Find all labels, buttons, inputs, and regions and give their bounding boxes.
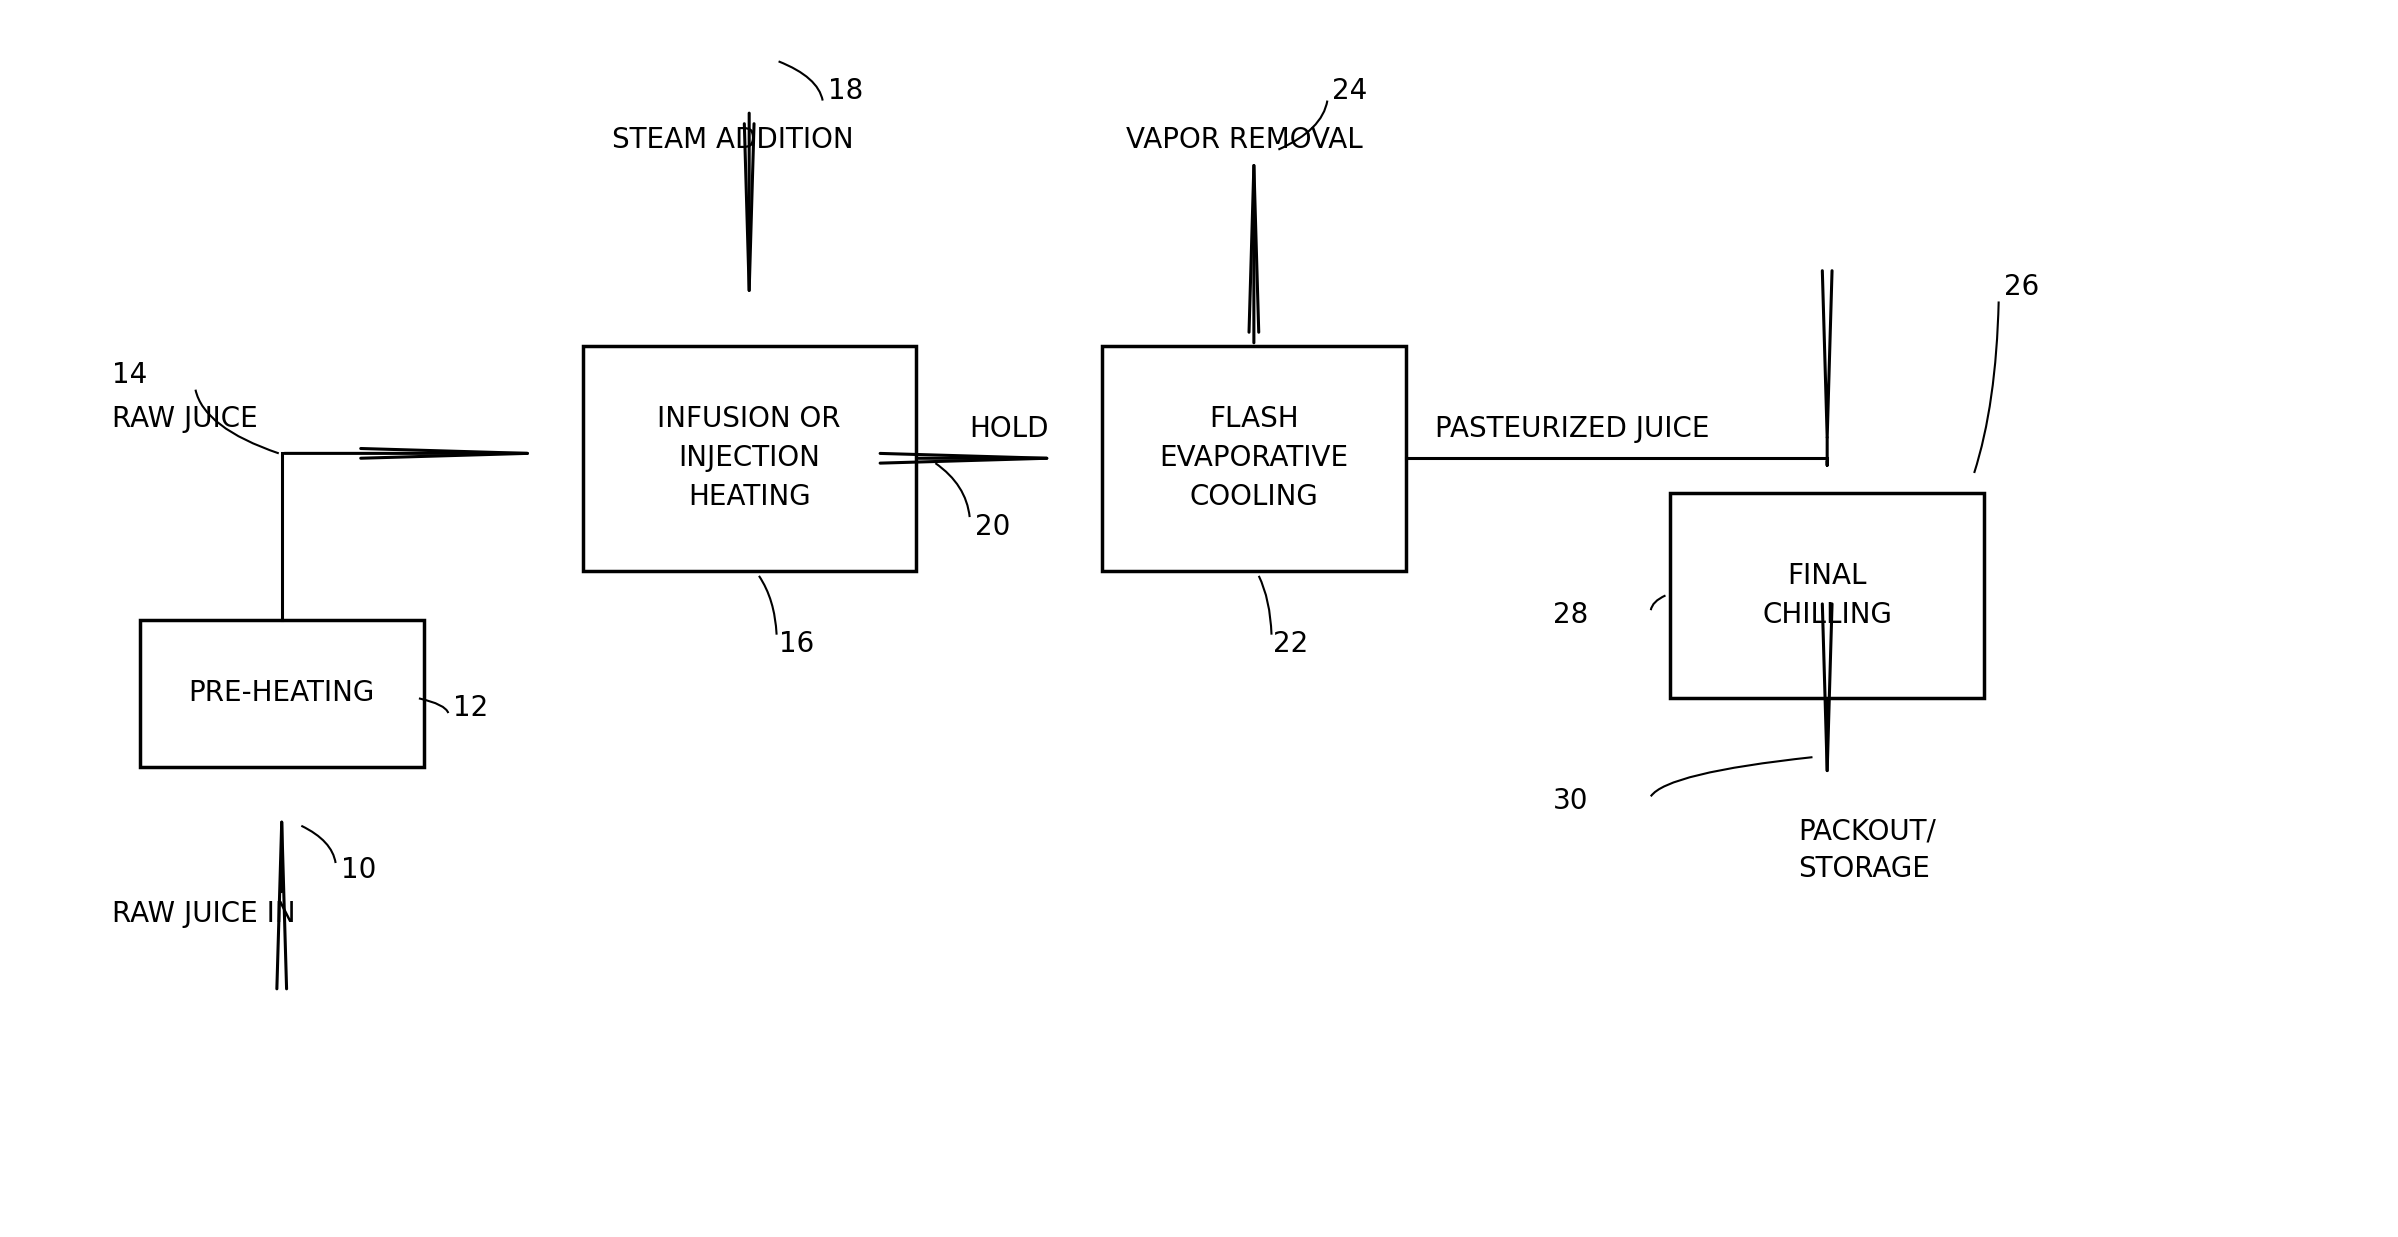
Bar: [139, 620, 424, 767]
Text: INFUSION OR
INJECTION
HEATING: INFUSION OR INJECTION HEATING: [657, 406, 842, 511]
Text: HOLD: HOLD: [969, 414, 1048, 443]
Text: RAW JUICE IN: RAW JUICE IN: [113, 901, 295, 928]
Text: PRE-HEATING: PRE-HEATING: [189, 679, 374, 708]
Text: VAPOR REMOVAL: VAPOR REMOVAL: [1127, 126, 1362, 153]
Text: 12: 12: [453, 694, 489, 722]
Text: STEAM ADDITION: STEAM ADDITION: [611, 126, 854, 153]
Text: 22: 22: [1273, 631, 1309, 658]
Text: 24: 24: [1333, 77, 1367, 105]
Bar: [583, 345, 916, 571]
Text: FINAL
CHILLING: FINAL CHILLING: [1763, 562, 1892, 628]
Text: 16: 16: [779, 631, 813, 658]
Text: RAW JUICE: RAW JUICE: [113, 404, 259, 433]
Text: FLASH
EVAPORATIVE
COOLING: FLASH EVAPORATIVE COOLING: [1158, 406, 1348, 511]
Text: 18: 18: [827, 77, 863, 105]
Text: PASTEURIZED JUICE: PASTEURIZED JUICE: [1434, 414, 1710, 443]
Text: 28: 28: [1554, 601, 1587, 630]
Text: 10: 10: [341, 856, 376, 884]
Bar: [1671, 492, 1983, 699]
Text: 30: 30: [1554, 787, 1587, 815]
Text: PACKOUT/
STORAGE: PACKOUT/ STORAGE: [1798, 818, 1935, 883]
Text: 14: 14: [113, 361, 146, 388]
Bar: [1103, 345, 1405, 571]
Text: 20: 20: [974, 513, 1010, 541]
Text: 26: 26: [2005, 273, 2038, 301]
